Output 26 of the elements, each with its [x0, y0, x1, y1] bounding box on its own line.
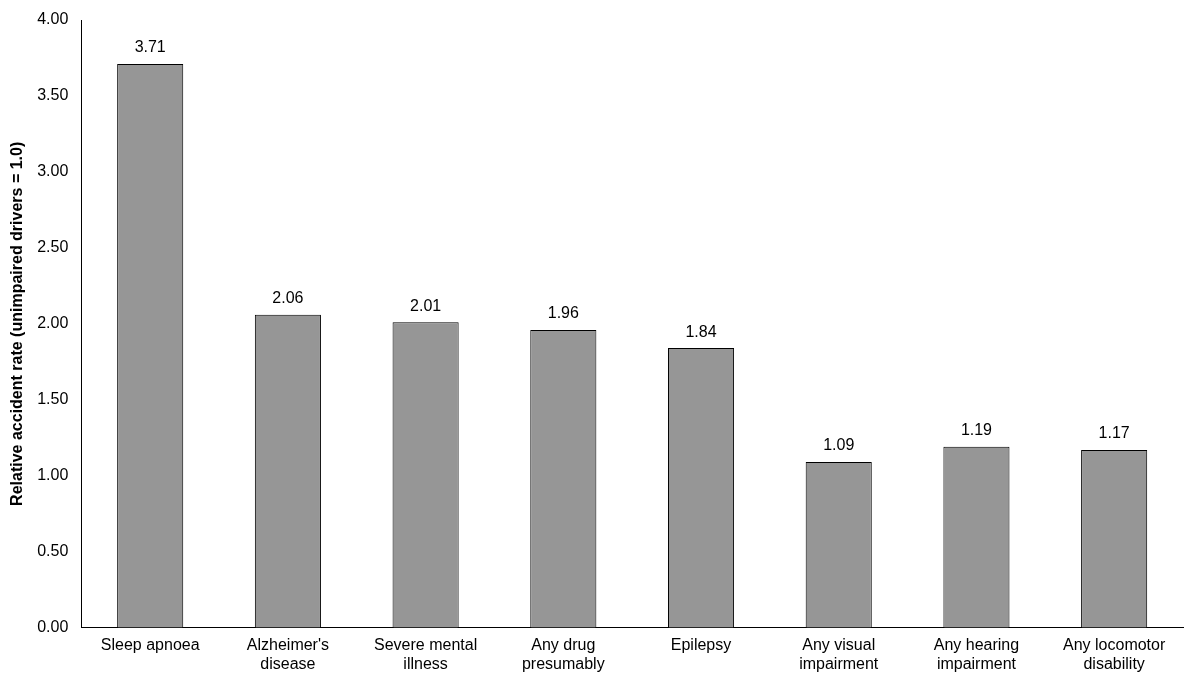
y-tick-label: 1.00	[37, 466, 69, 484]
data-label: 1.96	[547, 304, 579, 322]
y-tick-label: 0.00	[37, 618, 69, 636]
x-tick-label: Severe mental illness	[374, 635, 478, 672]
data-label: 1.19	[960, 421, 993, 439]
y-tick-label: 4.00	[37, 10, 69, 28]
data-label: 1.84	[685, 322, 717, 340]
y-tick-label: 3.50	[37, 86, 69, 104]
x-tick-label: Any visual impairment	[799, 635, 879, 672]
x-tick-label: Any locomotor disability	[1063, 635, 1166, 672]
x-tick-label: Epilepsy	[670, 635, 732, 653]
x-tick-label: Any hearing impairment	[933, 635, 1020, 672]
y-tick-label: 1.50	[37, 390, 69, 408]
data-label: 3.71	[134, 38, 166, 56]
data-label: 1.17	[1098, 424, 1130, 442]
data-label: 2.06	[272, 289, 304, 307]
data-label: 1.09	[823, 436, 855, 454]
x-tick-label: Sleep apnoea	[100, 635, 200, 653]
y-axis-title: Relative accident rate (unimpaired drivers = 1.0)	[8, 141, 26, 506]
y-tick-label: 2.00	[37, 314, 69, 332]
data-label: 2.01	[410, 296, 442, 314]
y-tick-label: 2.50	[37, 238, 69, 256]
y-tick-label: 0.50	[37, 542, 69, 560]
y-tick-label: 3.00	[37, 162, 69, 180]
x-tick-label: Alzheimer's disease	[246, 635, 329, 672]
x-tick-label: Any drug presumably	[521, 635, 605, 672]
